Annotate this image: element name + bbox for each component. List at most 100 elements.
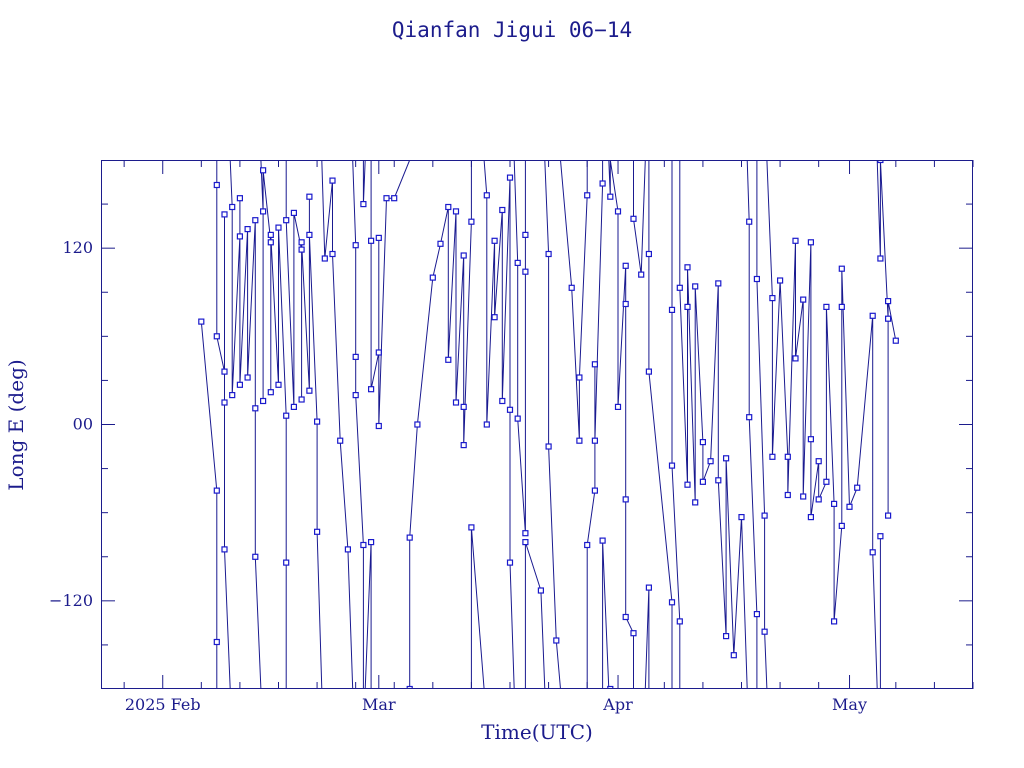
data-point-marker <box>877 533 884 540</box>
data-point-marker <box>645 368 653 375</box>
data-point-marker <box>884 315 892 322</box>
data-point-marker <box>877 160 884 164</box>
data-point-marker <box>283 559 290 566</box>
data-point-marker <box>252 553 259 560</box>
data-point-marker <box>260 167 267 174</box>
data-point-marker <box>229 203 236 211</box>
data-point-marker <box>468 218 475 225</box>
data-point-marker <box>437 240 444 247</box>
data-point-marker <box>352 353 359 360</box>
data-point-marker <box>483 421 490 428</box>
data-point-marker <box>614 403 622 410</box>
data-point-marker <box>283 217 290 224</box>
data-point-marker <box>722 455 730 462</box>
data-point-marker <box>607 193 614 200</box>
data-point-marker <box>445 356 452 363</box>
data-point-marker <box>715 280 722 287</box>
data-point-marker <box>668 462 676 469</box>
data-point-marker <box>460 252 467 259</box>
data-point-marker <box>414 421 421 428</box>
axis-tick-labels: −120 00 120 2025 Feb Mar Apr May <box>49 238 867 714</box>
data-point-marker <box>329 177 336 184</box>
data-point-marker <box>360 541 367 549</box>
data-point-marker <box>221 399 228 406</box>
data-point-marker <box>236 195 243 202</box>
data-point-marker <box>483 192 490 199</box>
data-point-marker <box>622 613 629 621</box>
data-point-marker <box>383 195 390 202</box>
chart-title: Qianfan Jigui 06−14 <box>392 18 632 42</box>
data-point-marker <box>591 437 599 444</box>
data-point-marker <box>491 237 498 244</box>
data-point-marker <box>607 685 614 689</box>
data-point-marker <box>452 399 460 406</box>
data-point-marker <box>684 264 691 271</box>
data-point-marker <box>630 630 637 637</box>
data-point-marker <box>761 628 768 635</box>
data-point-marker <box>252 217 259 224</box>
data-point-marker <box>622 262 629 269</box>
data-point-marker <box>244 226 251 233</box>
data-point-marker <box>807 436 815 443</box>
data-point-marker <box>229 392 236 399</box>
data-point-marker <box>622 300 629 308</box>
data-point-marker <box>884 298 892 305</box>
data-point-marker <box>468 524 475 531</box>
data-point-marker <box>784 491 791 499</box>
data-point-marker <box>260 397 267 405</box>
data-point-marker <box>537 587 545 594</box>
x-tick-label: 2025 Feb <box>125 695 201 714</box>
data-point-marker <box>838 303 845 310</box>
data-point-marker <box>630 215 637 222</box>
marker-group <box>198 160 899 689</box>
data-point-marker <box>314 528 321 535</box>
y-tick-label: 00 <box>73 415 93 434</box>
data-point-marker <box>715 477 722 484</box>
data-point-marker <box>823 303 830 310</box>
data-point-marker <box>684 481 691 488</box>
data-point-marker <box>668 599 676 606</box>
axis-ticks <box>101 160 974 689</box>
data-point-marker <box>221 211 228 218</box>
data-point-marker <box>807 239 815 246</box>
data-point-marker <box>460 403 467 410</box>
data-point-marker <box>314 418 321 425</box>
data-point-marker <box>576 374 583 381</box>
data-point-marker <box>815 458 822 465</box>
data-point-marker <box>568 284 575 291</box>
data-point-marker <box>769 295 776 302</box>
data-point-marker <box>792 355 799 362</box>
data-point-marker <box>452 208 460 215</box>
data-point-marker <box>252 405 259 412</box>
x-tick-label: May <box>832 695 867 714</box>
data-point-marker <box>368 386 375 393</box>
data-point-marker <box>298 246 305 253</box>
data-point-marker <box>522 231 529 238</box>
data-point-marker <box>692 499 699 506</box>
data-point-marker <box>406 685 413 689</box>
y-tick-label: −120 <box>49 591 93 610</box>
data-point-marker <box>499 206 506 214</box>
data-point-marker <box>584 192 591 199</box>
data-point-marker <box>198 318 205 325</box>
data-point-marker <box>260 208 267 215</box>
data-point-marker <box>823 478 830 485</box>
data-point-marker <box>869 312 876 319</box>
data-point-marker <box>329 250 336 258</box>
data-point-marker <box>221 546 228 553</box>
data-point-marker <box>499 397 506 405</box>
data-point-marker <box>514 259 521 266</box>
data-point-marker <box>275 381 282 388</box>
x-axis-label: Time(UTC) <box>481 720 593 744</box>
data-point-marker <box>445 203 452 211</box>
data-point-marker <box>460 442 467 449</box>
data-point-marker <box>830 500 838 507</box>
data-point-marker <box>290 209 297 216</box>
data-point-marker <box>676 618 683 625</box>
data-point-marker <box>298 396 305 403</box>
data-point-marker <box>267 389 274 396</box>
data-point-marker <box>746 414 753 421</box>
data-point-marker <box>622 496 629 503</box>
data-point-marker <box>722 632 730 640</box>
data-point-marker <box>892 337 899 344</box>
